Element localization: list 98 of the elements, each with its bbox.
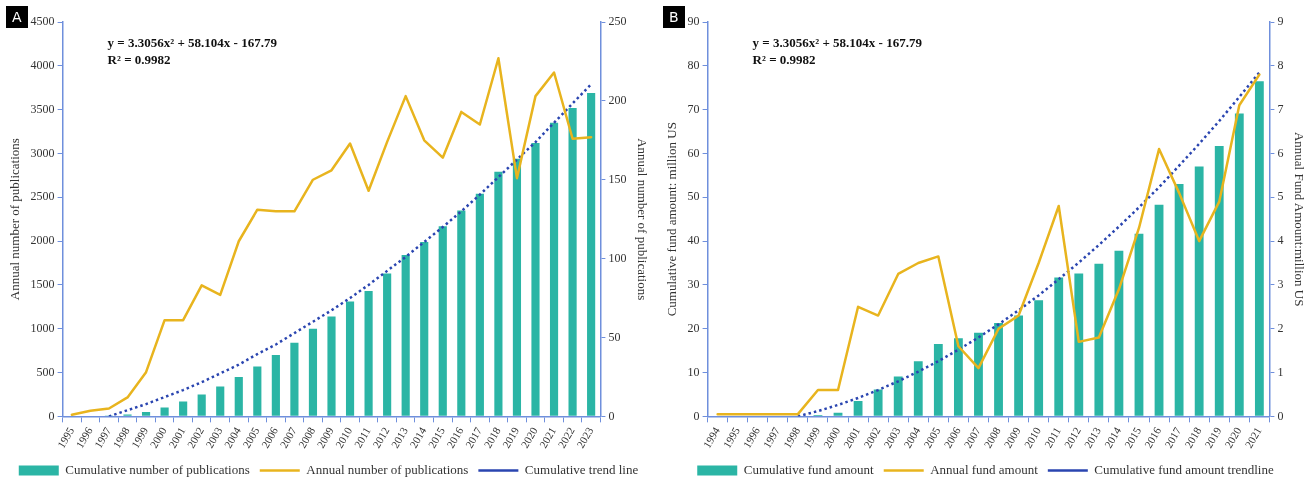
chart-title: A <box>6 6 28 28</box>
y-tick-label: 0 <box>48 408 55 423</box>
bar <box>290 342 299 416</box>
bar <box>853 401 863 416</box>
y-tick-label: 4500 <box>30 14 55 29</box>
line-series <box>796 71 1261 417</box>
bar <box>994 323 1003 416</box>
y2-tick-label: 200 <box>608 93 627 108</box>
bar <box>457 210 466 416</box>
bar <box>1014 315 1024 416</box>
chart-title: B <box>663 6 685 28</box>
y-tick-label: 60 <box>687 145 700 160</box>
y2-tick-label: 150 <box>608 171 627 186</box>
bar <box>531 142 540 416</box>
y-tick-label: 3000 <box>30 145 55 160</box>
annotation: R² = 0.9982 <box>752 51 816 67</box>
bar <box>141 411 151 416</box>
y2-tick-label: 1 <box>1277 364 1284 379</box>
y-tick-label: 4000 <box>30 57 55 72</box>
y-tick-label: 90 <box>687 14 700 29</box>
y2-tick-label: 5 <box>1277 189 1284 204</box>
bar <box>197 394 206 416</box>
y-tick-label: 500 <box>36 364 55 379</box>
y-tick-label: 40 <box>687 233 700 248</box>
bar <box>1074 273 1084 416</box>
bar <box>1154 204 1164 416</box>
bar <box>933 344 943 416</box>
bar <box>1234 113 1244 416</box>
y-tick-label: 30 <box>687 277 700 292</box>
annotation: R² = 0.9982 <box>107 51 171 67</box>
y2-tick-label: 0 <box>608 408 615 423</box>
y2-tick-label: 250 <box>608 14 627 29</box>
bar <box>953 338 963 416</box>
y-tick-label: 0 <box>693 408 700 423</box>
bar <box>475 193 484 416</box>
y-axis-title: Annual number of publications <box>7 138 23 301</box>
bar <box>383 273 392 416</box>
bar <box>401 255 410 416</box>
bar <box>253 366 262 416</box>
y-tick-label: 2500 <box>30 189 55 204</box>
bar <box>568 107 577 416</box>
y-tick-label: 50 <box>687 189 700 204</box>
y-tick-label: 70 <box>687 101 700 116</box>
bar <box>420 241 429 416</box>
y-tick-label: 80 <box>687 57 700 72</box>
bar <box>1054 277 1064 416</box>
y-axis-title: Cumulative fund amount: million US <box>664 122 680 317</box>
bar <box>1134 233 1144 416</box>
bar <box>438 226 447 416</box>
bar <box>494 171 503 416</box>
y2-axis-title: Annual Fund Amount:million US <box>1291 131 1307 307</box>
bar <box>179 401 188 416</box>
y-tick-label: 1500 <box>30 277 55 292</box>
bar <box>512 158 522 416</box>
y2-tick-label: 7 <box>1277 101 1284 116</box>
bar <box>1214 146 1224 416</box>
legend-label: Cumulative fund amount trendline <box>1094 461 1274 477</box>
bar <box>873 389 883 416</box>
y-tick-label: 2000 <box>30 233 55 248</box>
bar <box>1034 300 1044 416</box>
legend-label: Cumulative fund amount <box>743 461 875 477</box>
bar <box>234 376 243 416</box>
y2-tick-label: 4 <box>1277 233 1284 248</box>
bar <box>913 361 923 416</box>
bar <box>587 92 596 416</box>
bar <box>549 122 559 416</box>
legend-label: Cumulative number of publications <box>65 461 250 477</box>
bar <box>1094 263 1104 416</box>
bar <box>893 376 903 416</box>
y2-tick-label: 3 <box>1277 277 1284 292</box>
annotation: y = 3.3056x² + 58.104x - 167.79 <box>752 34 923 50</box>
bar <box>1174 184 1184 416</box>
legend-label: Annual number of publications <box>306 461 469 477</box>
legend-label: Cumulative trend line <box>524 461 639 477</box>
bar <box>271 355 280 416</box>
annotation: y = 3.3056x² + 58.104x - 167.79 <box>107 34 278 50</box>
y-tick-label: 1000 <box>30 320 55 335</box>
bar <box>345 301 355 416</box>
bar <box>1194 166 1204 416</box>
y2-axis-title: Annual number of publications <box>634 138 650 301</box>
y-tick-label: 20 <box>687 320 700 335</box>
y2-tick-label: 50 <box>608 329 621 344</box>
bar <box>308 328 318 416</box>
bar <box>327 316 336 416</box>
y-tick-label: 3500 <box>30 101 55 116</box>
y2-tick-label: 9 <box>1277 14 1284 29</box>
bar <box>974 332 983 416</box>
y2-tick-label: 6 <box>1277 145 1284 160</box>
y2-tick-label: 8 <box>1277 57 1284 72</box>
bar <box>216 386 225 416</box>
y2-tick-label: 2 <box>1277 320 1284 335</box>
bar <box>364 291 373 416</box>
y-tick-label: 10 <box>687 364 700 379</box>
y2-tick-label: 0 <box>1277 408 1284 423</box>
bar <box>160 407 169 416</box>
bar <box>1254 81 1264 416</box>
legend-label: Annual fund amount <box>930 461 1039 477</box>
y2-tick-label: 100 <box>608 250 627 265</box>
